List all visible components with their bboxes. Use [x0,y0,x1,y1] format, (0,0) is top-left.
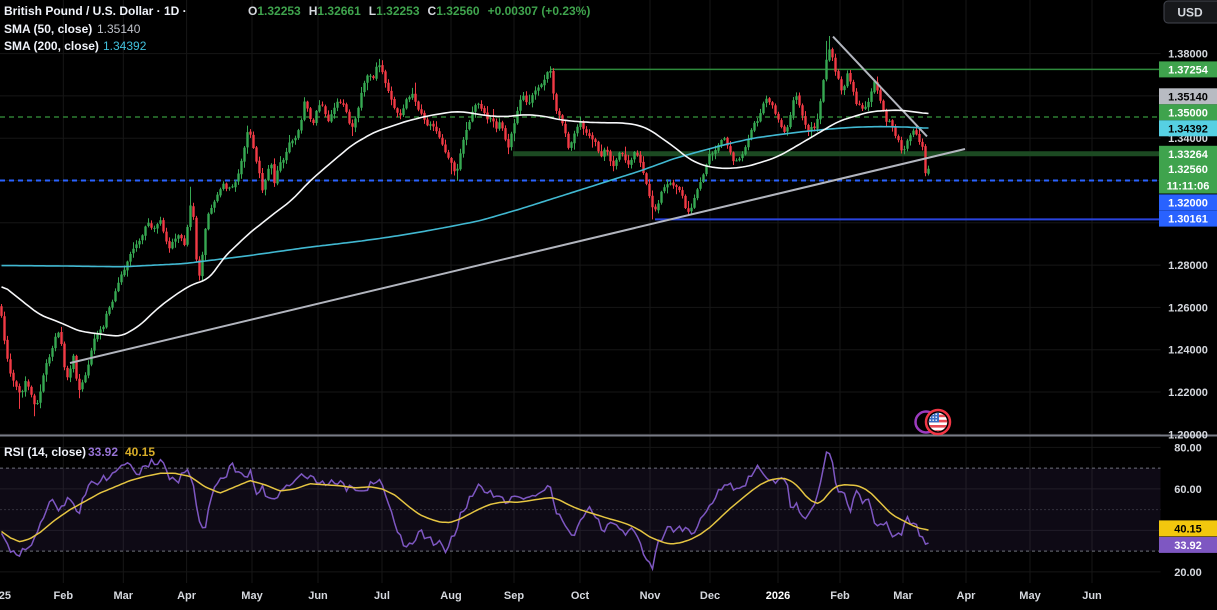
svg-text:Nov: Nov [640,590,662,602]
svg-text:Jul: Jul [374,590,390,602]
svg-text:1.22000: 1.22000 [1168,387,1208,399]
svg-text:USD: USD [1177,6,1203,20]
svg-text:1.32000: 1.32000 [1168,197,1208,209]
svg-text:1.35140: 1.35140 [97,22,141,36]
svg-text:1.32560: 1.32560 [1168,164,1208,176]
svg-text:40.15: 40.15 [125,445,155,459]
svg-text:RSI (14, close): RSI (14, close) [4,445,86,459]
svg-text:1.37254: 1.37254 [1168,64,1209,76]
svg-text:Feb: Feb [54,590,74,602]
svg-text:60.00: 60.00 [1174,484,1202,496]
svg-text:1.35140: 1.35140 [1168,91,1208,103]
svg-text:1.28000: 1.28000 [1168,260,1208,272]
svg-text:1.20000: 1.20000 [1168,429,1208,441]
svg-text:1.26000: 1.26000 [1168,302,1208,314]
svg-text:1.34392: 1.34392 [103,39,147,53]
svg-text:May: May [241,590,263,602]
svg-text:20.00: 20.00 [1174,567,1202,579]
svg-text:1.35000: 1.35000 [1168,107,1208,119]
svg-text:1.33264: 1.33264 [1168,149,1209,161]
svg-text:Sep: Sep [504,590,524,602]
svg-text:Oct: Oct [571,590,590,602]
svg-text:SMA (50, close): SMA (50, close) [4,22,92,36]
svg-text:11:11:06: 11:11:06 [1167,181,1210,193]
svg-text:33.92: 33.92 [88,445,118,459]
svg-text:40.15: 40.15 [1174,523,1202,535]
svg-text:1.38000: 1.38000 [1168,49,1208,61]
svg-text:Apr: Apr [177,590,197,602]
svg-text:25: 25 [0,590,11,602]
svg-text:1.24000: 1.24000 [1168,345,1208,357]
svg-text:Apr: Apr [957,590,977,602]
svg-text:33.92: 33.92 [1174,540,1202,552]
svg-text:Mar: Mar [114,590,134,602]
svg-text:1.30161: 1.30161 [1168,214,1208,226]
svg-text:Jun: Jun [308,590,328,602]
svg-text:Aug: Aug [440,590,461,602]
svg-text:2026: 2026 [766,590,790,602]
svg-text:Jun: Jun [1082,590,1102,602]
svg-text:May: May [1019,590,1041,602]
svg-text:Feb: Feb [830,590,850,602]
svg-text:1.34392: 1.34392 [1168,123,1208,135]
svg-text:Mar: Mar [893,590,913,602]
svg-text:80.00: 80.00 [1174,442,1202,454]
svg-text:SMA (200, close): SMA (200, close) [4,39,99,53]
svg-text:Dec: Dec [700,590,720,602]
svg-text:British Pound / U.S. Dollar ·: British Pound / U.S. Dollar · 1D · [4,4,187,18]
